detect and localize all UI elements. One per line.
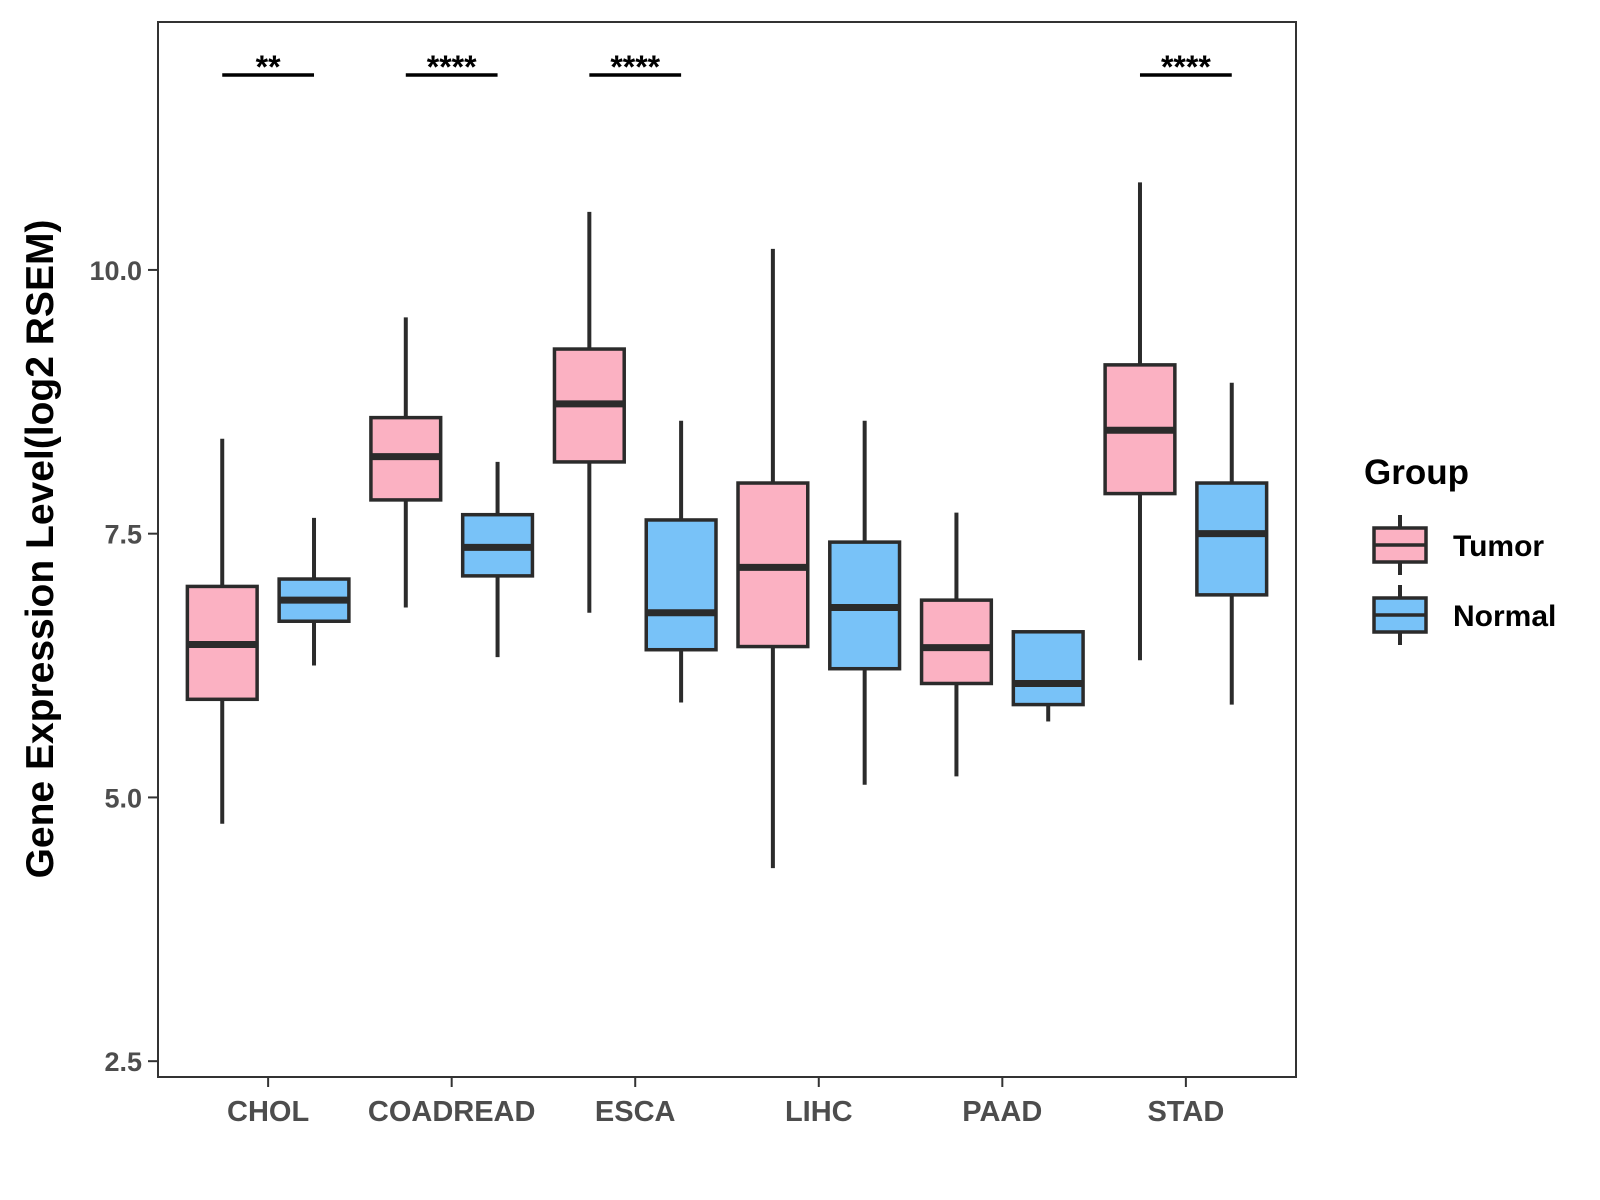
legend: Group Tumor Normal <box>1364 453 1556 645</box>
box-stad-tumor <box>1103 182 1177 661</box>
box-esca-normal <box>644 420 718 703</box>
significance-label: **** <box>610 49 660 85</box>
box-paad-tumor <box>919 512 994 777</box>
box-chol-tumor <box>185 438 259 824</box>
box-iqr <box>1195 481 1269 597</box>
significance-stad: **** <box>1139 49 1232 85</box>
box-esca-tumor <box>552 211 626 613</box>
y-axis: 2.5 5.0 7.5 10.0 <box>89 256 158 1077</box>
legend-label: Tumor <box>1453 530 1544 563</box>
boxes-layer <box>185 182 1269 869</box>
box-iqr <box>1011 630 1085 707</box>
box-iqr <box>644 518 718 652</box>
box-stad-normal <box>1195 382 1269 705</box>
box-iqr <box>919 598 994 686</box>
legend-label: Normal <box>1453 600 1556 633</box>
legend-item-normal: Normal <box>1372 585 1556 645</box>
significance-coadread: **** <box>405 49 498 85</box>
significance-esca: **** <box>589 49 682 85</box>
significance-label: ** <box>256 49 281 85</box>
box-lihc-normal <box>828 420 902 785</box>
box-chol-normal <box>277 517 351 666</box>
x-tick-label: ESCA <box>595 1096 676 1128</box>
significance-layer: ** **** **** **** <box>222 49 1232 85</box>
y-tick-label: 5.0 <box>104 783 142 813</box>
significance-chol: ** <box>222 49 315 85</box>
significance-label: **** <box>1161 49 1211 85</box>
y-tick-label: 10.0 <box>89 256 142 286</box>
box-lihc-tumor <box>736 248 810 869</box>
x-tick-label: PAAD <box>962 1096 1042 1128</box>
legend-item-tumor: Tumor <box>1372 515 1544 575</box>
x-tick-label: LIHC <box>785 1096 853 1128</box>
x-axis: CHOL COADREAD ESCA LIHC PAAD STAD <box>227 1077 1224 1128</box>
box-coadread-tumor <box>369 317 443 608</box>
box-paad-normal <box>1011 630 1085 722</box>
box-coadread-normal <box>460 461 535 658</box>
significance-label: **** <box>427 49 477 85</box>
x-tick-label: COADREAD <box>368 1096 536 1128</box>
y-axis-title: Gene Expression Level(log2 RSEM) <box>19 220 62 879</box>
x-tick-label: STAD <box>1147 1096 1224 1128</box>
y-tick-label: 7.5 <box>104 520 142 550</box>
legend-title: Group <box>1364 453 1469 492</box>
y-tick-label: 2.5 <box>104 1047 142 1077</box>
x-tick-label: CHOL <box>227 1096 309 1128</box>
plot-panel <box>157 21 1297 1078</box>
